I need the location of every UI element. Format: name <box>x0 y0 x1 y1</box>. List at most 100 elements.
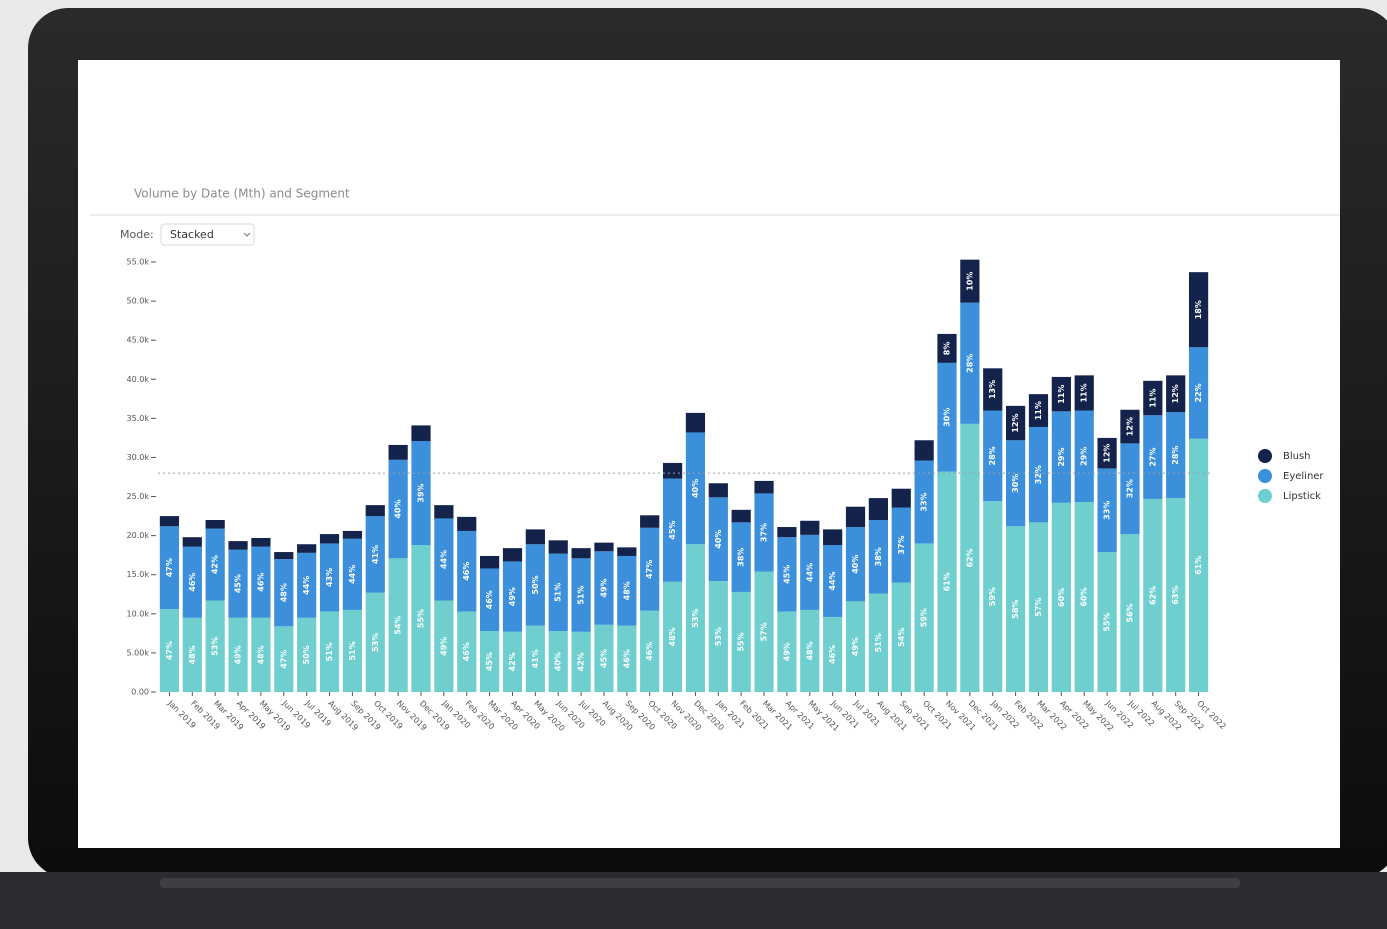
legend-marker <box>1258 489 1272 503</box>
bar-segment <box>457 517 476 531</box>
bar-segment <box>846 507 865 527</box>
segment-label: 12% <box>1171 384 1180 403</box>
segment-label: 45% <box>485 652 494 671</box>
y-tick-label: 30.0k <box>127 453 150 462</box>
segment-label: 44% <box>302 576 311 595</box>
segment-label: 44% <box>348 565 357 584</box>
segment-label: 50% <box>531 575 540 594</box>
mode-label: Mode: <box>120 228 154 241</box>
segment-label: 50% <box>302 645 311 664</box>
segment-label: 59% <box>988 587 997 606</box>
y-tick-label: 20.0k <box>127 531 150 540</box>
segment-label: 18% <box>1194 300 1203 319</box>
segment-label: 51% <box>554 583 563 602</box>
segment-label: 32% <box>1034 465 1043 484</box>
segment-label: 63% <box>1171 585 1180 604</box>
bar-segment <box>709 483 728 497</box>
segment-label: 46% <box>828 645 837 664</box>
y-tick-label: 0.00 <box>131 688 149 697</box>
bar-segment <box>686 413 705 433</box>
y-tick-label: 10.0k <box>127 609 150 618</box>
segment-label: 57% <box>1034 598 1043 617</box>
segment-label: 28% <box>1171 446 1180 465</box>
segment-label: 45% <box>234 574 243 593</box>
bar-segment <box>869 498 888 520</box>
bar-segment <box>206 520 225 529</box>
segment-label: 47% <box>165 641 174 660</box>
y-tick-label: 50.0k <box>127 297 150 306</box>
segment-label: 48% <box>279 583 288 602</box>
segment-label: 40% <box>851 555 860 574</box>
segment-label: 44% <box>828 571 837 590</box>
segment-label: 55% <box>417 609 426 628</box>
segment-label: 47% <box>165 558 174 577</box>
segment-label: 46% <box>622 649 631 668</box>
segment-label: 33% <box>920 492 929 511</box>
segment-label: 46% <box>485 590 494 609</box>
segment-label: 56% <box>1125 603 1134 622</box>
segment-label: 51% <box>874 633 883 652</box>
bar-segment <box>274 552 293 559</box>
segment-label: 48% <box>622 581 631 600</box>
segment-label: 12% <box>1011 413 1020 432</box>
segment-label: 42% <box>211 555 220 574</box>
segment-label: 49% <box>782 642 791 661</box>
segment-label: 38% <box>737 548 746 567</box>
bar-segment <box>320 534 339 543</box>
bar-segment <box>434 505 453 518</box>
segment-label: 55% <box>1103 612 1112 631</box>
segment-label: 10% <box>965 272 974 291</box>
segment-label: 55% <box>737 632 746 651</box>
segment-label: 60% <box>1057 588 1066 607</box>
segment-label: 40% <box>394 499 403 518</box>
legend-marker <box>1258 449 1272 463</box>
segment-label: 47% <box>279 650 288 669</box>
select-value[interactable]: Stacked <box>170 228 214 241</box>
bar-segment <box>160 516 179 526</box>
segment-label: 11% <box>1080 383 1089 402</box>
segment-label: 51% <box>577 585 586 604</box>
segment-label: 53% <box>371 633 380 652</box>
bar-segment <box>251 538 270 547</box>
segment-label: 44% <box>805 563 814 582</box>
bar-segment <box>892 489 911 508</box>
segment-label: 46% <box>188 573 197 592</box>
bar-segment <box>777 527 796 537</box>
mode-select[interactable]: Stacked <box>161 224 254 245</box>
segment-label: 53% <box>691 609 700 628</box>
segment-label: 40% <box>714 530 723 549</box>
segment-label: 11% <box>1034 401 1043 420</box>
segment-label: 49% <box>508 587 517 606</box>
segment-label: 48% <box>256 645 265 664</box>
bar-segment <box>571 548 590 558</box>
y-tick-label: 25.0k <box>127 492 150 501</box>
bar-segment <box>343 531 362 539</box>
segment-label: 38% <box>874 547 883 566</box>
segment-label: 41% <box>531 649 540 668</box>
segment-label: 40% <box>691 479 700 498</box>
segment-label: 48% <box>188 645 197 664</box>
segment-label: 42% <box>508 652 517 671</box>
segment-label: 32% <box>1125 479 1134 498</box>
segment-label: 8% <box>943 342 952 356</box>
chart-title: Volume by Date (Mth) and Segment <box>134 187 350 201</box>
bar-segment <box>800 521 819 535</box>
bar-segment <box>526 529 545 544</box>
segment-label: 28% <box>965 354 974 373</box>
segment-label: 45% <box>599 649 608 668</box>
bar-segment <box>594 543 613 552</box>
bar-segment <box>823 529 842 545</box>
y-tick-label: 55.0k <box>127 258 150 267</box>
bar-segment <box>411 425 430 441</box>
segment-label: 11% <box>1057 385 1066 404</box>
segment-label: 53% <box>714 627 723 646</box>
bar-segment <box>617 547 636 556</box>
segment-label: 61% <box>943 572 952 591</box>
y-tick-label: 45.0k <box>127 336 150 345</box>
segment-label: 49% <box>234 645 243 664</box>
bar-segment <box>183 537 202 546</box>
segment-label: 61% <box>1194 556 1203 575</box>
bar-segment <box>915 440 934 460</box>
segment-label: 47% <box>645 560 654 579</box>
segment-label: 46% <box>256 573 265 592</box>
